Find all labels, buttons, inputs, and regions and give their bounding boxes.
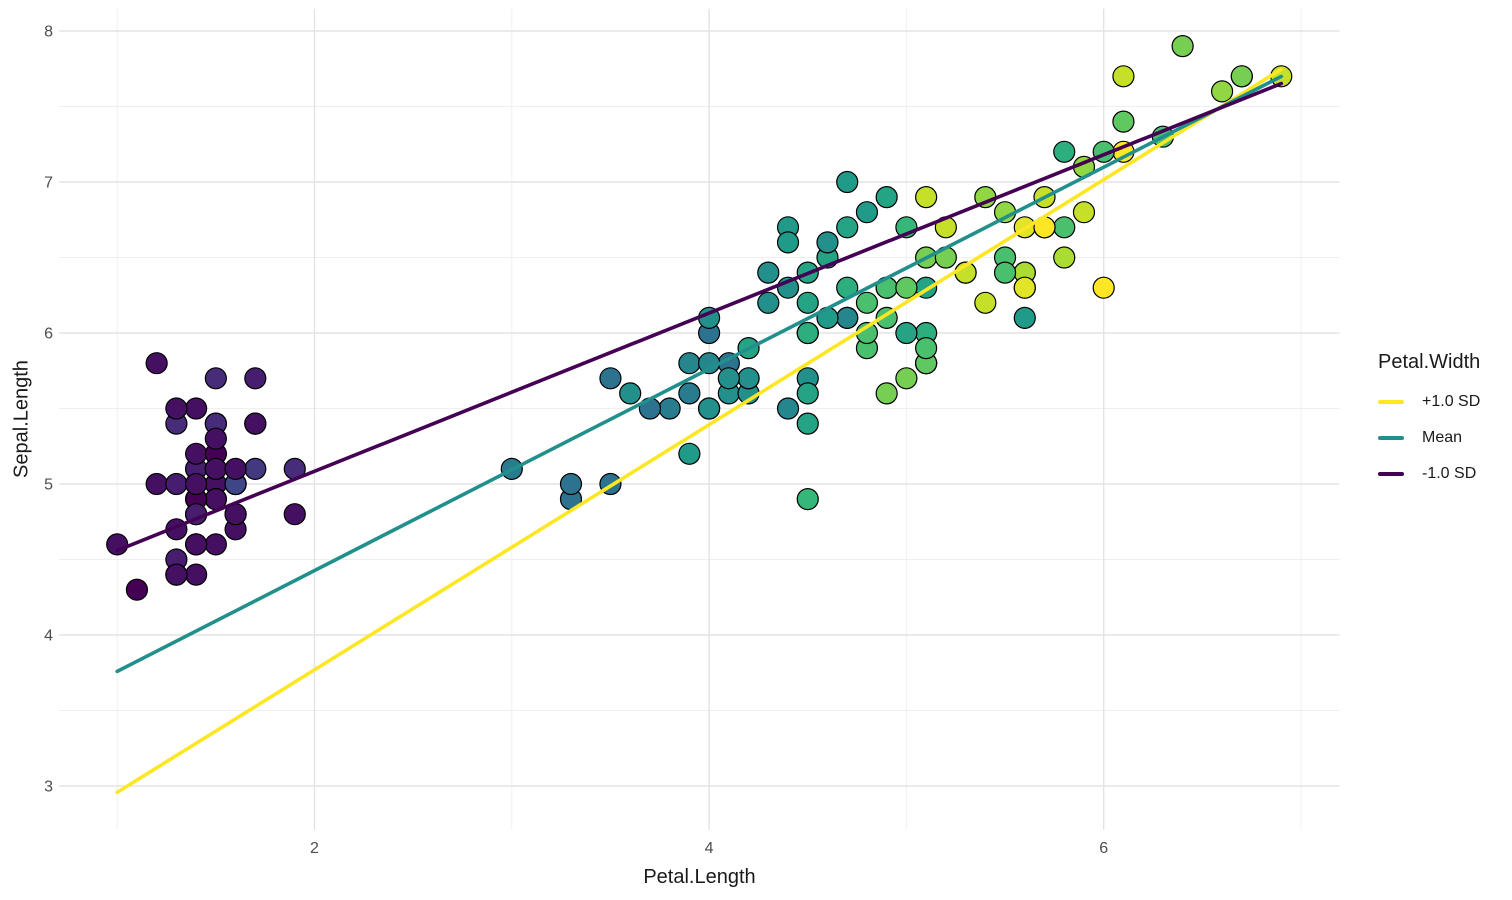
data-point <box>1171 34 1194 58</box>
regression-line-plus-1-0-sd <box>115 67 1284 795</box>
data-point <box>915 186 938 209</box>
data-point <box>165 397 188 420</box>
y-axis-title: Sepal.Length <box>10 360 33 478</box>
data-point <box>204 427 227 450</box>
data-point <box>776 231 800 254</box>
legend-item-label: -1.0 SD <box>1422 465 1477 482</box>
data-point <box>855 291 879 314</box>
data-point <box>1053 140 1076 163</box>
legend-item-mean: Mean <box>1378 420 1480 456</box>
data-point <box>244 457 267 480</box>
data-point <box>895 321 918 345</box>
data-point <box>283 503 306 526</box>
legend-item-label: +1.0 SD <box>1422 393 1481 410</box>
y-tick-label: 5 <box>44 477 53 494</box>
data-point <box>1112 65 1135 88</box>
y-tick-label: 3 <box>44 779 53 796</box>
data-point <box>796 488 819 511</box>
data-point <box>165 563 188 586</box>
x-tick-label: 4 <box>705 840 714 857</box>
data-point <box>204 533 227 556</box>
data-point <box>658 397 681 420</box>
data-point <box>204 367 227 390</box>
y-tick-label: 6 <box>44 326 53 343</box>
x-axis-title: Petal.Length <box>643 866 756 888</box>
data-point <box>185 563 208 586</box>
data-point <box>836 306 859 329</box>
y-tick-label: 4 <box>44 628 53 645</box>
data-point <box>244 412 267 435</box>
y-tick-label: 7 <box>44 175 53 192</box>
data-point <box>1210 80 1234 103</box>
data-point <box>757 291 780 314</box>
data-point <box>1072 201 1096 224</box>
legend-item-plus-1-0-sd: +1.0 SD <box>1378 384 1480 420</box>
data-point <box>204 457 227 480</box>
data-point <box>895 276 918 299</box>
data-point <box>757 261 780 284</box>
data-point <box>895 367 918 390</box>
data-point <box>1013 276 1036 299</box>
data-point <box>1112 110 1135 133</box>
regression-line-minus-1-0-sd <box>115 81 1284 553</box>
legend-title: Petal.Width <box>1378 351 1481 373</box>
data-point <box>125 578 149 601</box>
data-point <box>875 382 898 405</box>
data-point <box>796 321 819 345</box>
data-point <box>737 367 760 390</box>
data-point <box>717 367 740 390</box>
data-point <box>915 337 938 360</box>
data-point <box>559 472 583 496</box>
data-point <box>145 352 168 375</box>
data-point <box>185 397 208 420</box>
data-point <box>165 472 188 496</box>
data-point <box>185 472 208 496</box>
data-point <box>836 170 859 194</box>
data-point <box>678 352 701 375</box>
data-point <box>974 291 997 314</box>
data-point <box>1053 216 1076 239</box>
data-point <box>185 533 208 556</box>
legend-line-swatch-icon <box>1378 472 1404 476</box>
data-point <box>796 412 819 435</box>
y-tick-label: 8 <box>44 24 53 41</box>
legend-item-minus-1-0-sd: -1.0 SD <box>1378 456 1480 492</box>
data-point <box>599 367 622 390</box>
x-tick-label: 6 <box>1099 840 1108 857</box>
data-point <box>1053 246 1076 269</box>
data-point <box>678 382 701 405</box>
data-point <box>796 382 819 405</box>
legend-line-swatch-icon <box>1378 436 1404 440</box>
data-point <box>185 442 208 465</box>
data-point <box>1092 276 1115 299</box>
legend-items: +1.0 SD Mean -1.0 SD <box>1378 384 1480 492</box>
data-point <box>776 397 800 420</box>
data-point <box>145 472 168 496</box>
data-point <box>619 382 642 405</box>
data-point <box>816 231 839 254</box>
data-point <box>1230 65 1253 88</box>
data-point <box>697 397 721 420</box>
data-point <box>855 201 879 224</box>
data-point <box>836 216 859 239</box>
legend-line-swatch-icon <box>1378 400 1404 404</box>
legend-item-label: Mean <box>1422 429 1463 446</box>
data-point <box>244 367 267 390</box>
data-point <box>796 291 819 314</box>
data-point <box>875 186 898 209</box>
data-point <box>993 261 1017 284</box>
regression-line-mean <box>115 74 1284 674</box>
data-point <box>678 442 701 465</box>
x-tick-label: 2 <box>310 840 319 857</box>
legend: Petal.Width +1.0 SD Mean -1.0 SD <box>1378 350 1480 492</box>
data-point <box>224 457 247 480</box>
data-point <box>1013 306 1036 329</box>
